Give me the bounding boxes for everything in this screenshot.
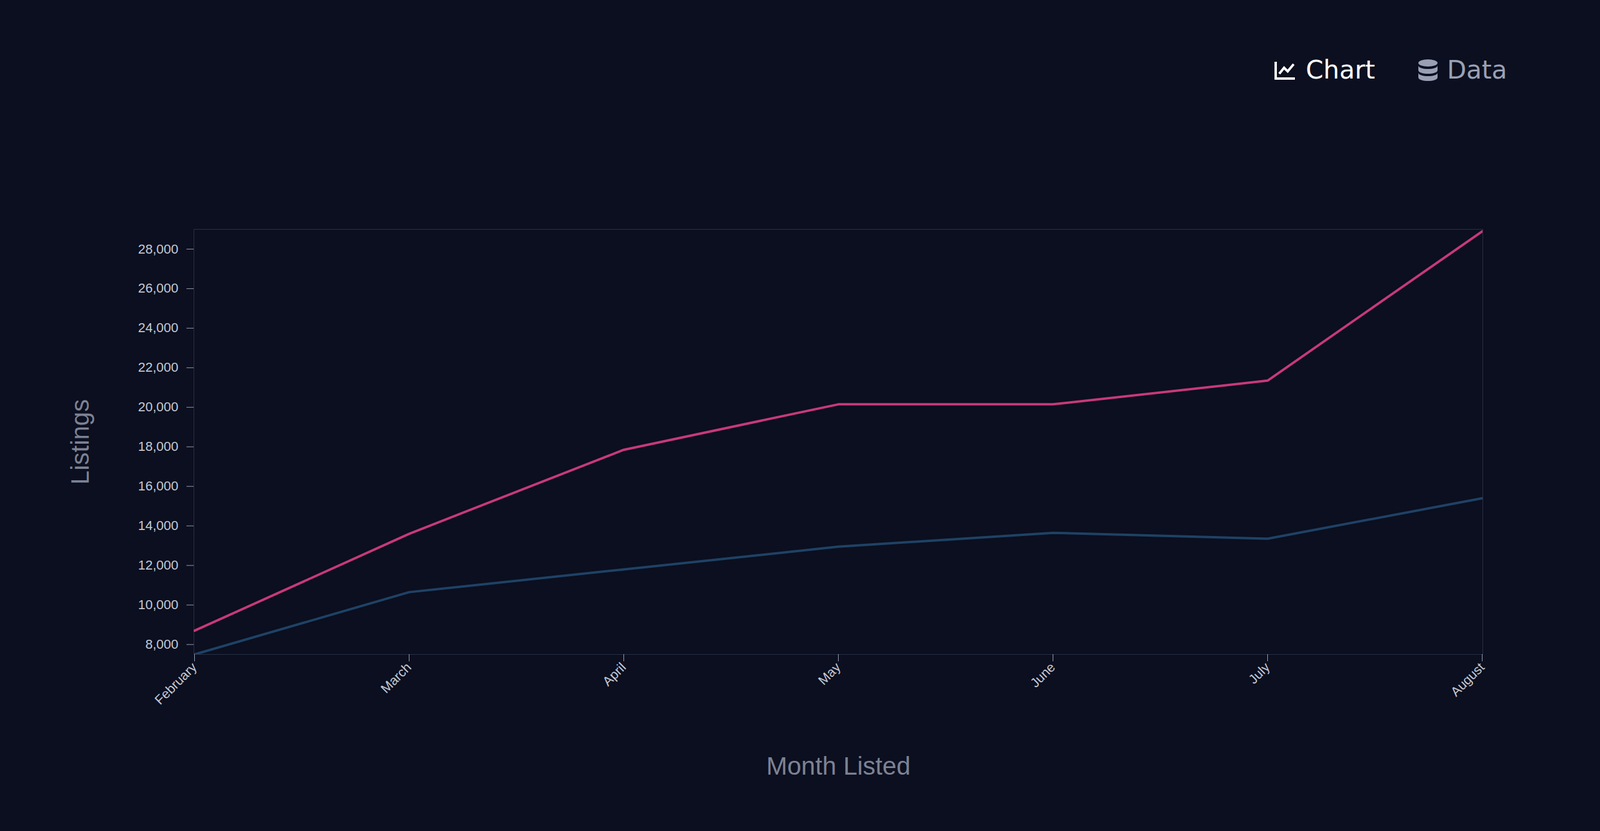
svg-text:14,000: 14,000 xyxy=(137,517,179,533)
svg-text:Listings: Listings xyxy=(65,399,95,485)
svg-text:26,000: 26,000 xyxy=(137,280,179,296)
svg-text:20,000: 20,000 xyxy=(137,399,179,415)
svg-text:May: May xyxy=(815,659,844,688)
svg-text:March: March xyxy=(377,659,415,696)
svg-text:18,000: 18,000 xyxy=(137,438,179,454)
svg-text:22,000: 22,000 xyxy=(137,359,179,375)
svg-text:August: August xyxy=(1447,659,1488,699)
svg-text:July: July xyxy=(1245,659,1273,687)
html-text:Chart: Chart xyxy=(1305,55,1376,85)
svg-text:10,000: 10,000 xyxy=(137,597,179,613)
svg-text:8,000: 8,000 xyxy=(145,636,179,652)
svg-text:Month Listed: Month Listed xyxy=(766,751,911,780)
svg-text:February: February xyxy=(151,659,200,708)
svg-text:June: June xyxy=(1027,659,1059,690)
svg-text:24,000: 24,000 xyxy=(137,320,179,336)
svg-text:28,000: 28,000 xyxy=(137,241,179,257)
svg-text:April: April xyxy=(599,659,629,689)
svg-text:12,000: 12,000 xyxy=(137,557,179,573)
html-text:Data: Data xyxy=(1446,55,1508,85)
svg-text:16,000: 16,000 xyxy=(137,478,179,494)
